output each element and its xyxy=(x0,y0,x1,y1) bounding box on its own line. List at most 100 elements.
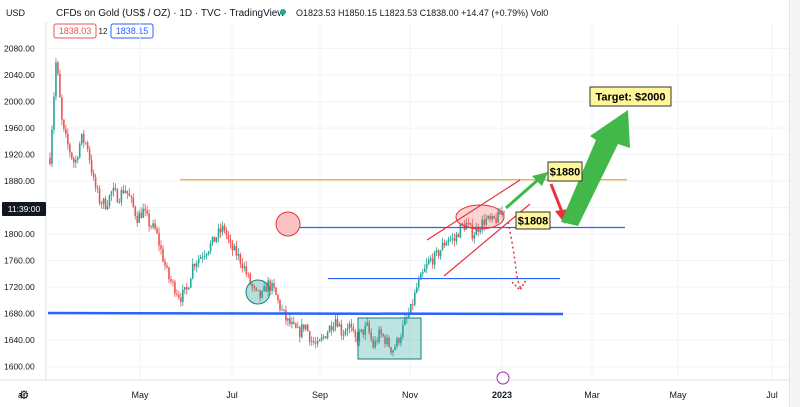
x-tick-label: Nov xyxy=(402,390,419,400)
candle-body xyxy=(221,225,224,233)
candle-body xyxy=(378,329,380,342)
candle-body xyxy=(277,294,279,301)
candle-body xyxy=(71,152,73,159)
candle-body xyxy=(239,254,242,264)
y-tick-label: 1760.00 xyxy=(4,256,35,266)
candle-body xyxy=(346,328,349,331)
candle-body xyxy=(223,225,226,231)
candle-body xyxy=(437,250,440,257)
candle-body xyxy=(348,323,351,329)
candle-body xyxy=(227,234,230,240)
candle-body xyxy=(86,142,89,150)
candle-body xyxy=(94,177,97,188)
candle-body xyxy=(249,274,252,284)
candle-body xyxy=(273,283,275,288)
green-arrow-short xyxy=(505,176,541,210)
candle-body xyxy=(392,350,394,353)
candle-body xyxy=(88,149,91,161)
candle-body xyxy=(118,202,121,203)
candle-body xyxy=(495,218,497,223)
candle-body xyxy=(332,326,335,331)
candle-body xyxy=(174,281,176,294)
x-tick-label: ar xyxy=(18,390,26,400)
y-tick-label: 2000.00 xyxy=(4,97,35,107)
red-arrow xyxy=(549,183,564,213)
candle-body xyxy=(100,203,103,205)
candle-body xyxy=(380,329,382,334)
y-tick-label: 2080.00 xyxy=(4,44,35,54)
symbol-title[interactable]: CFDs on Gold (US$ / OZ) · 1D · TVC · Tra… xyxy=(56,8,285,19)
candle-body xyxy=(170,279,172,282)
candle-body xyxy=(449,238,452,240)
candle-body xyxy=(477,227,480,232)
resistance-circle xyxy=(275,211,301,237)
candle-body xyxy=(398,338,400,344)
candle-body xyxy=(499,211,501,215)
candle-body xyxy=(304,324,307,330)
candle-body xyxy=(180,297,182,302)
candle-body xyxy=(65,129,67,134)
level-line xyxy=(47,311,564,316)
candle-body xyxy=(475,227,478,236)
candle-body xyxy=(80,133,83,144)
candle-body xyxy=(310,341,313,342)
candle-body xyxy=(116,189,119,203)
candle-body xyxy=(497,211,499,223)
candle-body xyxy=(427,260,430,264)
x-tick-label: Mar xyxy=(584,390,600,400)
spread-value: 12 xyxy=(99,27,108,36)
candle-body xyxy=(314,342,317,344)
ask-box[interactable] xyxy=(110,23,154,39)
candle-body xyxy=(435,250,438,253)
candle-body xyxy=(138,212,141,223)
candle-body xyxy=(126,190,129,194)
candle-body xyxy=(433,252,436,265)
candle-body xyxy=(358,331,361,342)
candle-body xyxy=(402,324,404,337)
target-arrow xyxy=(561,110,630,226)
candle-body xyxy=(49,157,51,164)
candle-body xyxy=(231,242,234,251)
candle-body xyxy=(134,206,137,217)
right-toolbar[interactable] xyxy=(789,0,800,407)
candle-body xyxy=(112,187,115,192)
x-tick-label: 2023 xyxy=(492,390,512,400)
candle-body xyxy=(211,236,214,244)
candle-body xyxy=(166,265,168,268)
candle-body xyxy=(308,331,311,342)
channel-upper xyxy=(426,179,521,241)
candle-body xyxy=(233,246,236,251)
y-tick-label: 1600.00 xyxy=(4,362,35,372)
candle-body xyxy=(191,264,194,279)
candle-body xyxy=(356,337,359,342)
candle-body xyxy=(253,286,256,288)
candle-body xyxy=(182,289,184,302)
candle-body xyxy=(364,325,367,335)
candle-body xyxy=(162,249,164,262)
candle-body xyxy=(384,336,386,344)
candle-body xyxy=(370,332,372,340)
candle-body xyxy=(334,319,337,327)
candle-body xyxy=(412,304,414,305)
candle-body xyxy=(368,322,370,333)
gear-icon: ⚙ xyxy=(19,388,30,402)
candle-body xyxy=(187,287,190,290)
bid-box[interactable] xyxy=(53,23,97,39)
currency-label: USD xyxy=(6,8,26,18)
candle-body xyxy=(108,195,111,207)
x-tick-label: May xyxy=(669,390,687,400)
candle-body xyxy=(251,283,254,287)
candle-body xyxy=(459,223,462,238)
candle-body xyxy=(124,190,127,193)
candle-body xyxy=(471,224,474,239)
candle-body xyxy=(189,278,192,288)
candle-body xyxy=(322,336,325,338)
candle-body xyxy=(271,283,273,291)
candle-body xyxy=(455,234,458,241)
x-tick-label: Jul xyxy=(226,390,238,400)
candle-body xyxy=(340,324,343,336)
candle-body xyxy=(320,337,323,340)
label-1808: $1808 xyxy=(518,216,549,228)
candle-body xyxy=(186,287,188,290)
